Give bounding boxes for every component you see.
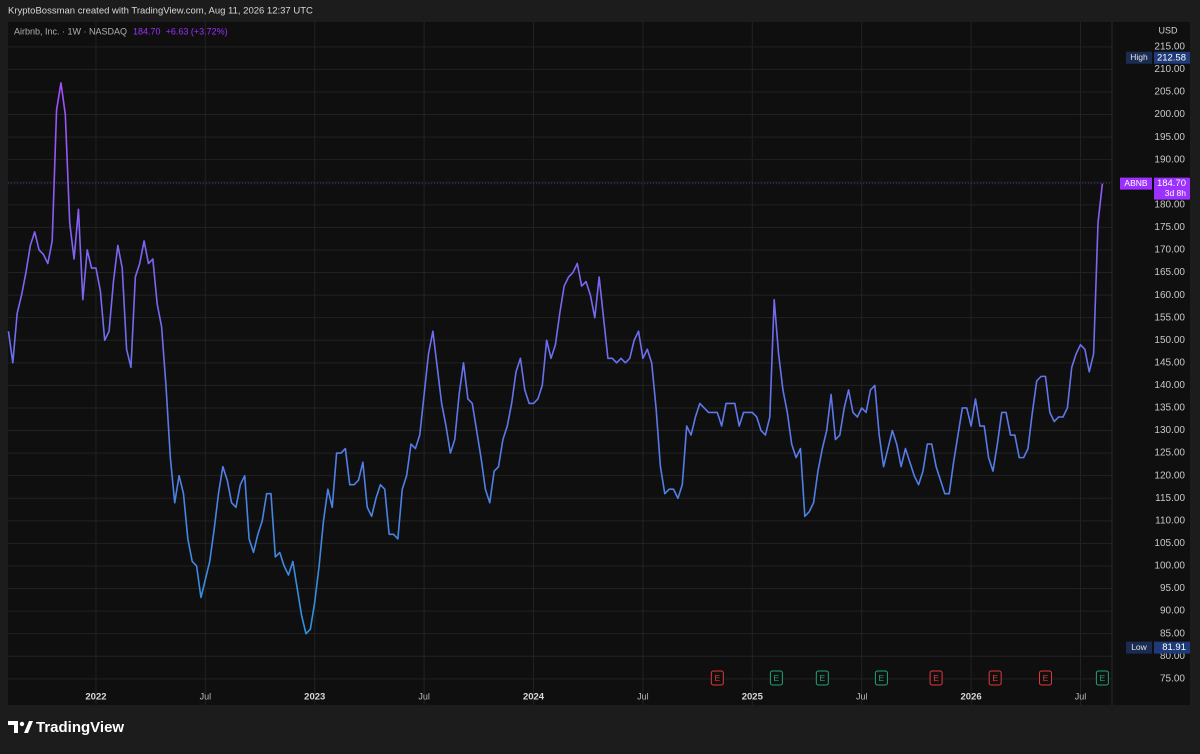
price-pill [1154, 177, 1190, 200]
low-name: Low [1131, 642, 1147, 652]
earnings-marker [769, 670, 783, 686]
ticker-label: ABNB [1124, 178, 1147, 188]
legend: Airbnb, Inc. · 1W · NASDAQ 184.70 +6.63 … [14, 26, 228, 36]
y-tick-label: 125.00 [1154, 448, 1185, 459]
y-tick-label: 115.00 [1155, 493, 1185, 504]
legend-change: +6.63 (+3.72%) [166, 26, 228, 36]
x-tick-label: 2024 [523, 692, 545, 703]
y-tick-label: 200.00 [1154, 109, 1185, 120]
earnings-marker [988, 670, 1002, 686]
price-label: 184.70 [1157, 178, 1186, 189]
legend-name: Airbnb, Inc. · 1W · NASDAQ [14, 26, 127, 36]
y-tick-label: 155.00 [1154, 312, 1185, 323]
y-tick-label: 195.00 [1154, 132, 1185, 143]
logo-shape [8, 721, 18, 733]
y-tick-label: 130.00 [1154, 425, 1185, 436]
legend-price: 184.70 [133, 26, 161, 36]
y-tick-label: 100.00 [1154, 561, 1185, 572]
price-line [7, 82, 1104, 635]
y-tick-label: 90.00 [1160, 606, 1185, 617]
low-name-pill [1126, 641, 1152, 654]
earnings-label: E [879, 673, 885, 683]
earnings-marker [1095, 670, 1109, 686]
x-tick-label: Jul [856, 691, 868, 701]
high-value: 212.58 [1157, 52, 1186, 63]
y-tick-label: 190.00 [1154, 154, 1185, 165]
y-tick-label: 140.00 [1154, 380, 1185, 391]
earnings-label: E [1043, 673, 1049, 683]
brand-logo: TradingView [8, 719, 124, 736]
earnings-marker [1038, 670, 1052, 686]
ticker-pill [1120, 177, 1152, 190]
grid [8, 22, 1112, 705]
earnings-label: E [933, 673, 939, 683]
x-tick-label: 2023 [304, 692, 325, 703]
earnings-label: E [819, 673, 825, 683]
earnings-marker [929, 670, 943, 686]
y-tick-label: 175.00 [1154, 222, 1185, 233]
x-tick-label: 2025 [742, 692, 764, 703]
earnings-label: E [774, 673, 780, 683]
earnings-label: E [1100, 673, 1106, 683]
y-tick-label: 105.00 [1154, 538, 1185, 549]
high-name: High [1130, 52, 1148, 62]
low-value: 81.91 [1162, 642, 1186, 653]
y-tick-label: 85.00 [1160, 628, 1185, 639]
chart-panel [8, 22, 1190, 705]
earnings-marker [815, 670, 829, 686]
logo-shape [24, 721, 33, 733]
high-value-pill [1154, 51, 1190, 64]
x-tick-label: 2026 [961, 692, 982, 703]
earnings-label: E [992, 673, 998, 683]
credit: KryptoBossman created with TradingView.c… [8, 6, 313, 17]
low-value-pill [1154, 641, 1190, 654]
countdown-label: 3d 8h [1165, 188, 1187, 198]
earnings-marker [710, 670, 724, 686]
y-tick-label: 80.00 [1160, 651, 1185, 662]
y-tick-label: 205.00 [1154, 87, 1185, 98]
y-tick-label: 135.00 [1154, 403, 1185, 414]
earnings-marker [874, 670, 888, 686]
x-tick-label: 2022 [85, 692, 106, 703]
y-tick-label: 210.00 [1154, 64, 1185, 75]
y-tick-label: 145.00 [1154, 357, 1185, 368]
y-tick-label: 120.00 [1154, 470, 1185, 481]
x-tick-label: Jul [637, 691, 649, 701]
y-tick-label: 215.00 [1154, 41, 1185, 52]
x-tick-label: Jul [1075, 691, 1087, 701]
brand: TradingView [36, 719, 124, 736]
y-tick-label: 160.00 [1154, 290, 1185, 301]
currency: USD [1158, 25, 1178, 35]
logo-dot [19, 721, 25, 727]
x-tick-label: Jul [418, 691, 430, 701]
x-tick-label: Jul [200, 691, 212, 701]
high-name-pill [1126, 51, 1152, 64]
y-tick-label: 150.00 [1154, 335, 1185, 346]
earnings-label: E [714, 673, 720, 683]
y-tick-label: 110.00 [1155, 515, 1185, 526]
y-tick-label: 75.00 [1160, 673, 1185, 684]
y-tick-label: 170.00 [1154, 245, 1185, 256]
y-tick-label: 165.00 [1154, 267, 1185, 278]
y-tick-label: 95.00 [1160, 583, 1185, 594]
y-tick-label: 180.00 [1154, 199, 1185, 210]
